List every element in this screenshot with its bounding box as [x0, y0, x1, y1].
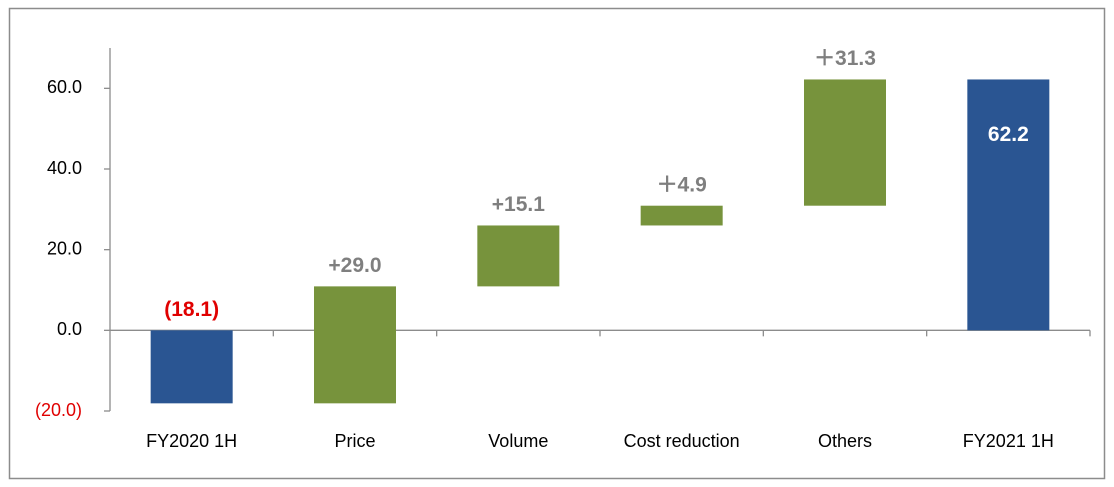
x-tick-label: FY2020 1H	[146, 431, 237, 451]
value-label: +15.1	[492, 193, 545, 216]
value-label: ＋31.3	[814, 47, 876, 70]
x-tick-label: Others	[818, 431, 872, 451]
bar	[967, 79, 1050, 331]
bar	[477, 225, 560, 287]
x-tick-label: Volume	[488, 431, 548, 451]
value-label: ＋4.9	[657, 173, 707, 196]
bar	[150, 330, 233, 404]
y-tick-label: (20.0)	[35, 400, 82, 420]
chart-frame	[8, 7, 1106, 480]
y-tick-label: 0.0	[57, 319, 82, 339]
y-tick-label: 20.0	[47, 238, 82, 258]
y-tick-label: 60.0	[47, 77, 82, 97]
value-label: +29.0	[328, 254, 381, 277]
value-label: 62.2	[988, 123, 1029, 146]
y-tick-label: 40.0	[47, 158, 82, 178]
x-tick-label: Price	[334, 431, 375, 451]
x-tick-label: FY2021 1H	[963, 431, 1054, 451]
value-label: (18.1)	[164, 298, 219, 321]
bar	[804, 79, 886, 206]
x-tick-label: Cost reduction	[624, 431, 740, 451]
bar	[314, 286, 396, 404]
bar	[640, 205, 723, 226]
